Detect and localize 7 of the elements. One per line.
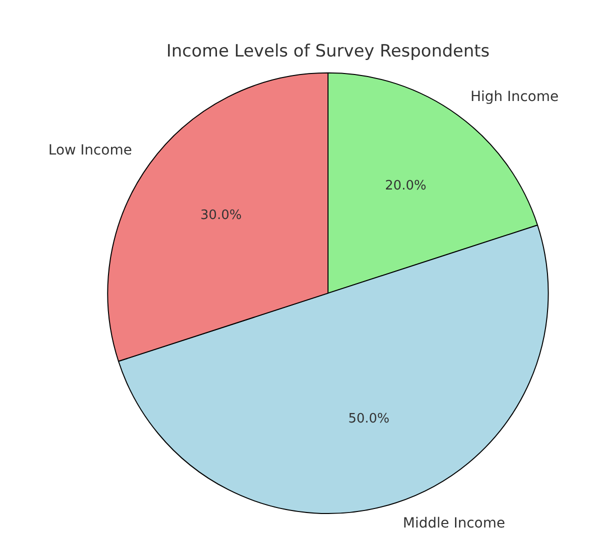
data-label: 20.0% [385,178,426,194]
data-label: 30.0% [200,208,242,223]
chart-title: Income Levels of Survey Respondents [166,42,490,62]
slice-label: Low Income [48,142,132,158]
slice-label: High Income [470,88,559,105]
data-label: 50.0% [348,411,390,426]
slice-label: Middle Income [402,515,506,532]
